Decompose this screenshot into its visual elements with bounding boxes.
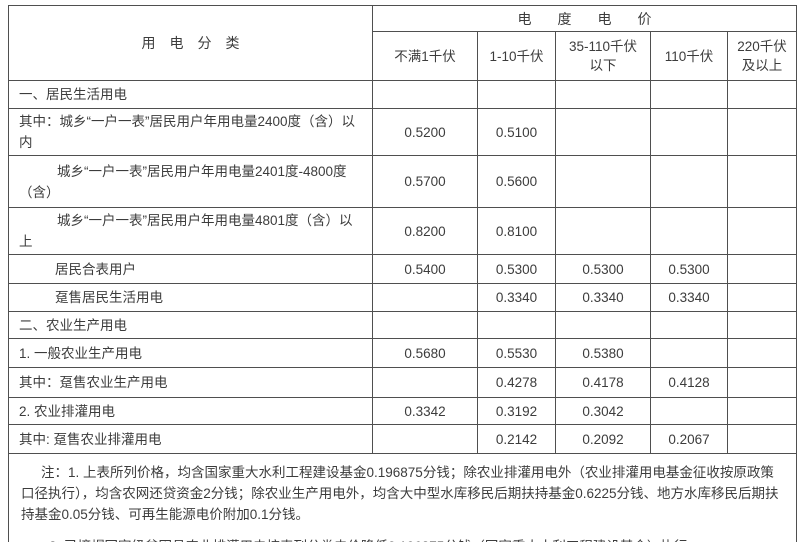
price-table-body: 一、居民生活用电 其中：城乡“一户一表”居民用户年用电量2400度（含）以内 0.5… <box>8 80 798 454</box>
price-value-cell: 0.5300 <box>555 254 651 284</box>
price-value-cell: 0.8100 <box>477 207 556 255</box>
row-label-cell: 其中：城乡“一户一表”居民用户年用电量2400度（含）以内 <box>8 108 373 156</box>
price-value-cell: 0.5300 <box>650 254 728 284</box>
table-row: 其中: 趸售农业排灌用电 0.2142 0.2092 0.2067 <box>8 424 798 454</box>
price-value-cell: 0.5300 <box>477 254 556 284</box>
price-value-cell <box>650 397 728 425</box>
price-value-cell <box>650 80 728 109</box>
price-value-cell: 0.3042 <box>555 397 651 425</box>
price-value-cell <box>555 311 651 339</box>
price-value-cell: 0.4278 <box>477 367 556 398</box>
price-value-cell <box>372 311 478 339</box>
price-group-header-cell: 电度电价 <box>371 5 798 32</box>
price-value-cell: 0.3340 <box>555 283 651 312</box>
price-value-cell: 0.4128 <box>650 367 728 398</box>
price-value-cell <box>650 207 728 255</box>
price-value-cell: 0.3340 <box>650 283 728 312</box>
voltage-header-35-110kv: 35-110千伏 以下 <box>555 31 651 81</box>
price-value-cell <box>726 367 798 398</box>
price-value-cell <box>650 155 728 208</box>
price-value-cell: 0.2067 <box>650 424 728 454</box>
row-label-cell: 1. 一般农业生产用电 <box>8 338 373 368</box>
table-row: 城乡“一户一表”居民用户年用电量4801度（含）以上 0.8200 0.8100 <box>8 207 798 255</box>
row-label-cell: 城乡“一户一表”居民用户年用电量2401度-4800度 （含） <box>8 155 373 208</box>
price-value-cell <box>555 108 651 156</box>
price-value-cell: 0.5400 <box>372 254 478 284</box>
header-row-price-group: 用电分类 电度电价 <box>8 5 798 81</box>
price-value-cell <box>726 155 798 208</box>
price-value-cell <box>726 283 798 312</box>
voltage-header-1-10kv: 1-10千伏 <box>477 31 556 81</box>
price-value-cell: 0.5200 <box>372 108 478 156</box>
voltage-header-110kv: 110千伏 <box>650 31 728 81</box>
price-value-cell <box>477 311 556 339</box>
price-value-cell <box>726 254 798 284</box>
price-value-cell <box>726 424 798 454</box>
price-value-cell <box>650 311 728 339</box>
price-value-cell <box>372 80 478 109</box>
voltage-header-under-1kv: 不满1千伏 <box>372 31 478 81</box>
table-row: 城乡“一户一表”居民用户年用电量2401度-4800度 （含） 0.5700 0.5… <box>8 155 798 208</box>
price-value-cell <box>477 80 556 109</box>
price-value-cell: 0.5380 <box>555 338 651 368</box>
table-row: 居民合表用户 0.5400 0.5300 0.5300 0.5300 <box>8 254 798 284</box>
table-row: 趸售居民生活用电 0.3340 0.3340 0.3340 <box>8 283 798 312</box>
price-value-cell <box>372 367 478 398</box>
price-value-cell: 0.3342 <box>372 397 478 425</box>
price-value-cell <box>650 108 728 156</box>
price-value-cell <box>726 311 798 339</box>
price-value-cell: 0.5600 <box>477 155 556 208</box>
row-label-cell: 2. 农业排灌用电 <box>8 397 373 425</box>
notes-row: 注：1. 上表所列价格，均含国家重大水利工程建设基金0.196875分钱；除农业… <box>7 453 798 542</box>
electricity-price-table: 用电分类 电度电价 不满1千伏 1-10千伏 35-110千伏 以下 110千伏… <box>7 5 798 542</box>
row-label-cell: 一、居民生活用电 <box>8 80 373 109</box>
price-value-cell <box>726 207 798 255</box>
table-row: 其中：趸售农业生产用电 0.4278 0.4178 0.4128 <box>8 367 798 398</box>
price-value-cell: 0.5100 <box>477 108 556 156</box>
price-value-cell <box>650 338 728 368</box>
price-value-cell <box>726 80 798 109</box>
section-row: 二、农业生产用电 <box>8 311 798 339</box>
price-value-cell <box>555 155 651 208</box>
section-row: 一、居民生活用电 <box>8 80 798 109</box>
header-row-voltages: 不满1千伏 1-10千伏 35-110千伏 以下 110千伏 220千伏 及以上 <box>9 31 798 81</box>
price-value-cell: 0.5700 <box>372 155 478 208</box>
notes: 注：1. 上表所列价格，均含国家重大水利工程建设基金0.196875分钱；除农业… <box>7 453 798 542</box>
row-label-cell: 二、农业生产用电 <box>8 311 373 339</box>
price-value-cell <box>726 338 798 368</box>
price-value-cell <box>726 397 798 425</box>
price-value-cell: 0.2092 <box>555 424 651 454</box>
price-value-cell: 0.4178 <box>555 367 651 398</box>
price-value-cell <box>726 108 798 156</box>
price-value-cell: 0.8200 <box>372 207 478 255</box>
row-label-cell: 城乡“一户一表”居民用户年用电量4801度（含）以上 <box>8 207 373 255</box>
price-value-cell <box>555 207 651 255</box>
voltage-header-220kv-above: 220千伏 及以上 <box>726 31 798 81</box>
price-value-cell: 0.2142 <box>477 424 556 454</box>
price-value-cell: 0.3340 <box>477 283 556 312</box>
table-row: 其中：城乡“一户一表”居民用户年用电量2400度（含）以内 0.5200 0.510… <box>8 108 798 156</box>
table-row: 2. 农业排灌用电 0.3342 0.3192 0.3042 <box>8 397 798 425</box>
price-value-cell: 0.5680 <box>372 338 478 368</box>
price-value-cell: 0.5530 <box>477 338 556 368</box>
note-paragraph: 注：1. 上表所列价格，均含国家重大水利工程建设基金0.196875分钱；除农业… <box>21 465 779 522</box>
price-value-cell <box>372 283 478 312</box>
classification-header-cell: 用电分类 <box>8 5 373 81</box>
price-value-cell <box>555 80 651 109</box>
row-label-cell: 趸售居民生活用电 <box>8 283 373 312</box>
note-paragraph: 2. 已摘帽国家级贫困县农业排灌用电按表列分类电价降低0.196875分钱（国家… <box>21 536 786 542</box>
price-value-cell: 0.3192 <box>477 397 556 425</box>
table-row: 1. 一般农业生产用电 0.5680 0.5530 0.5380 <box>8 338 798 368</box>
row-label-cell: 居民合表用户 <box>8 254 373 284</box>
price-value-cell <box>372 424 478 454</box>
row-label-cell: 其中：趸售农业生产用电 <box>8 367 373 398</box>
row-label-cell: 其中: 趸售农业排灌用电 <box>8 424 373 454</box>
